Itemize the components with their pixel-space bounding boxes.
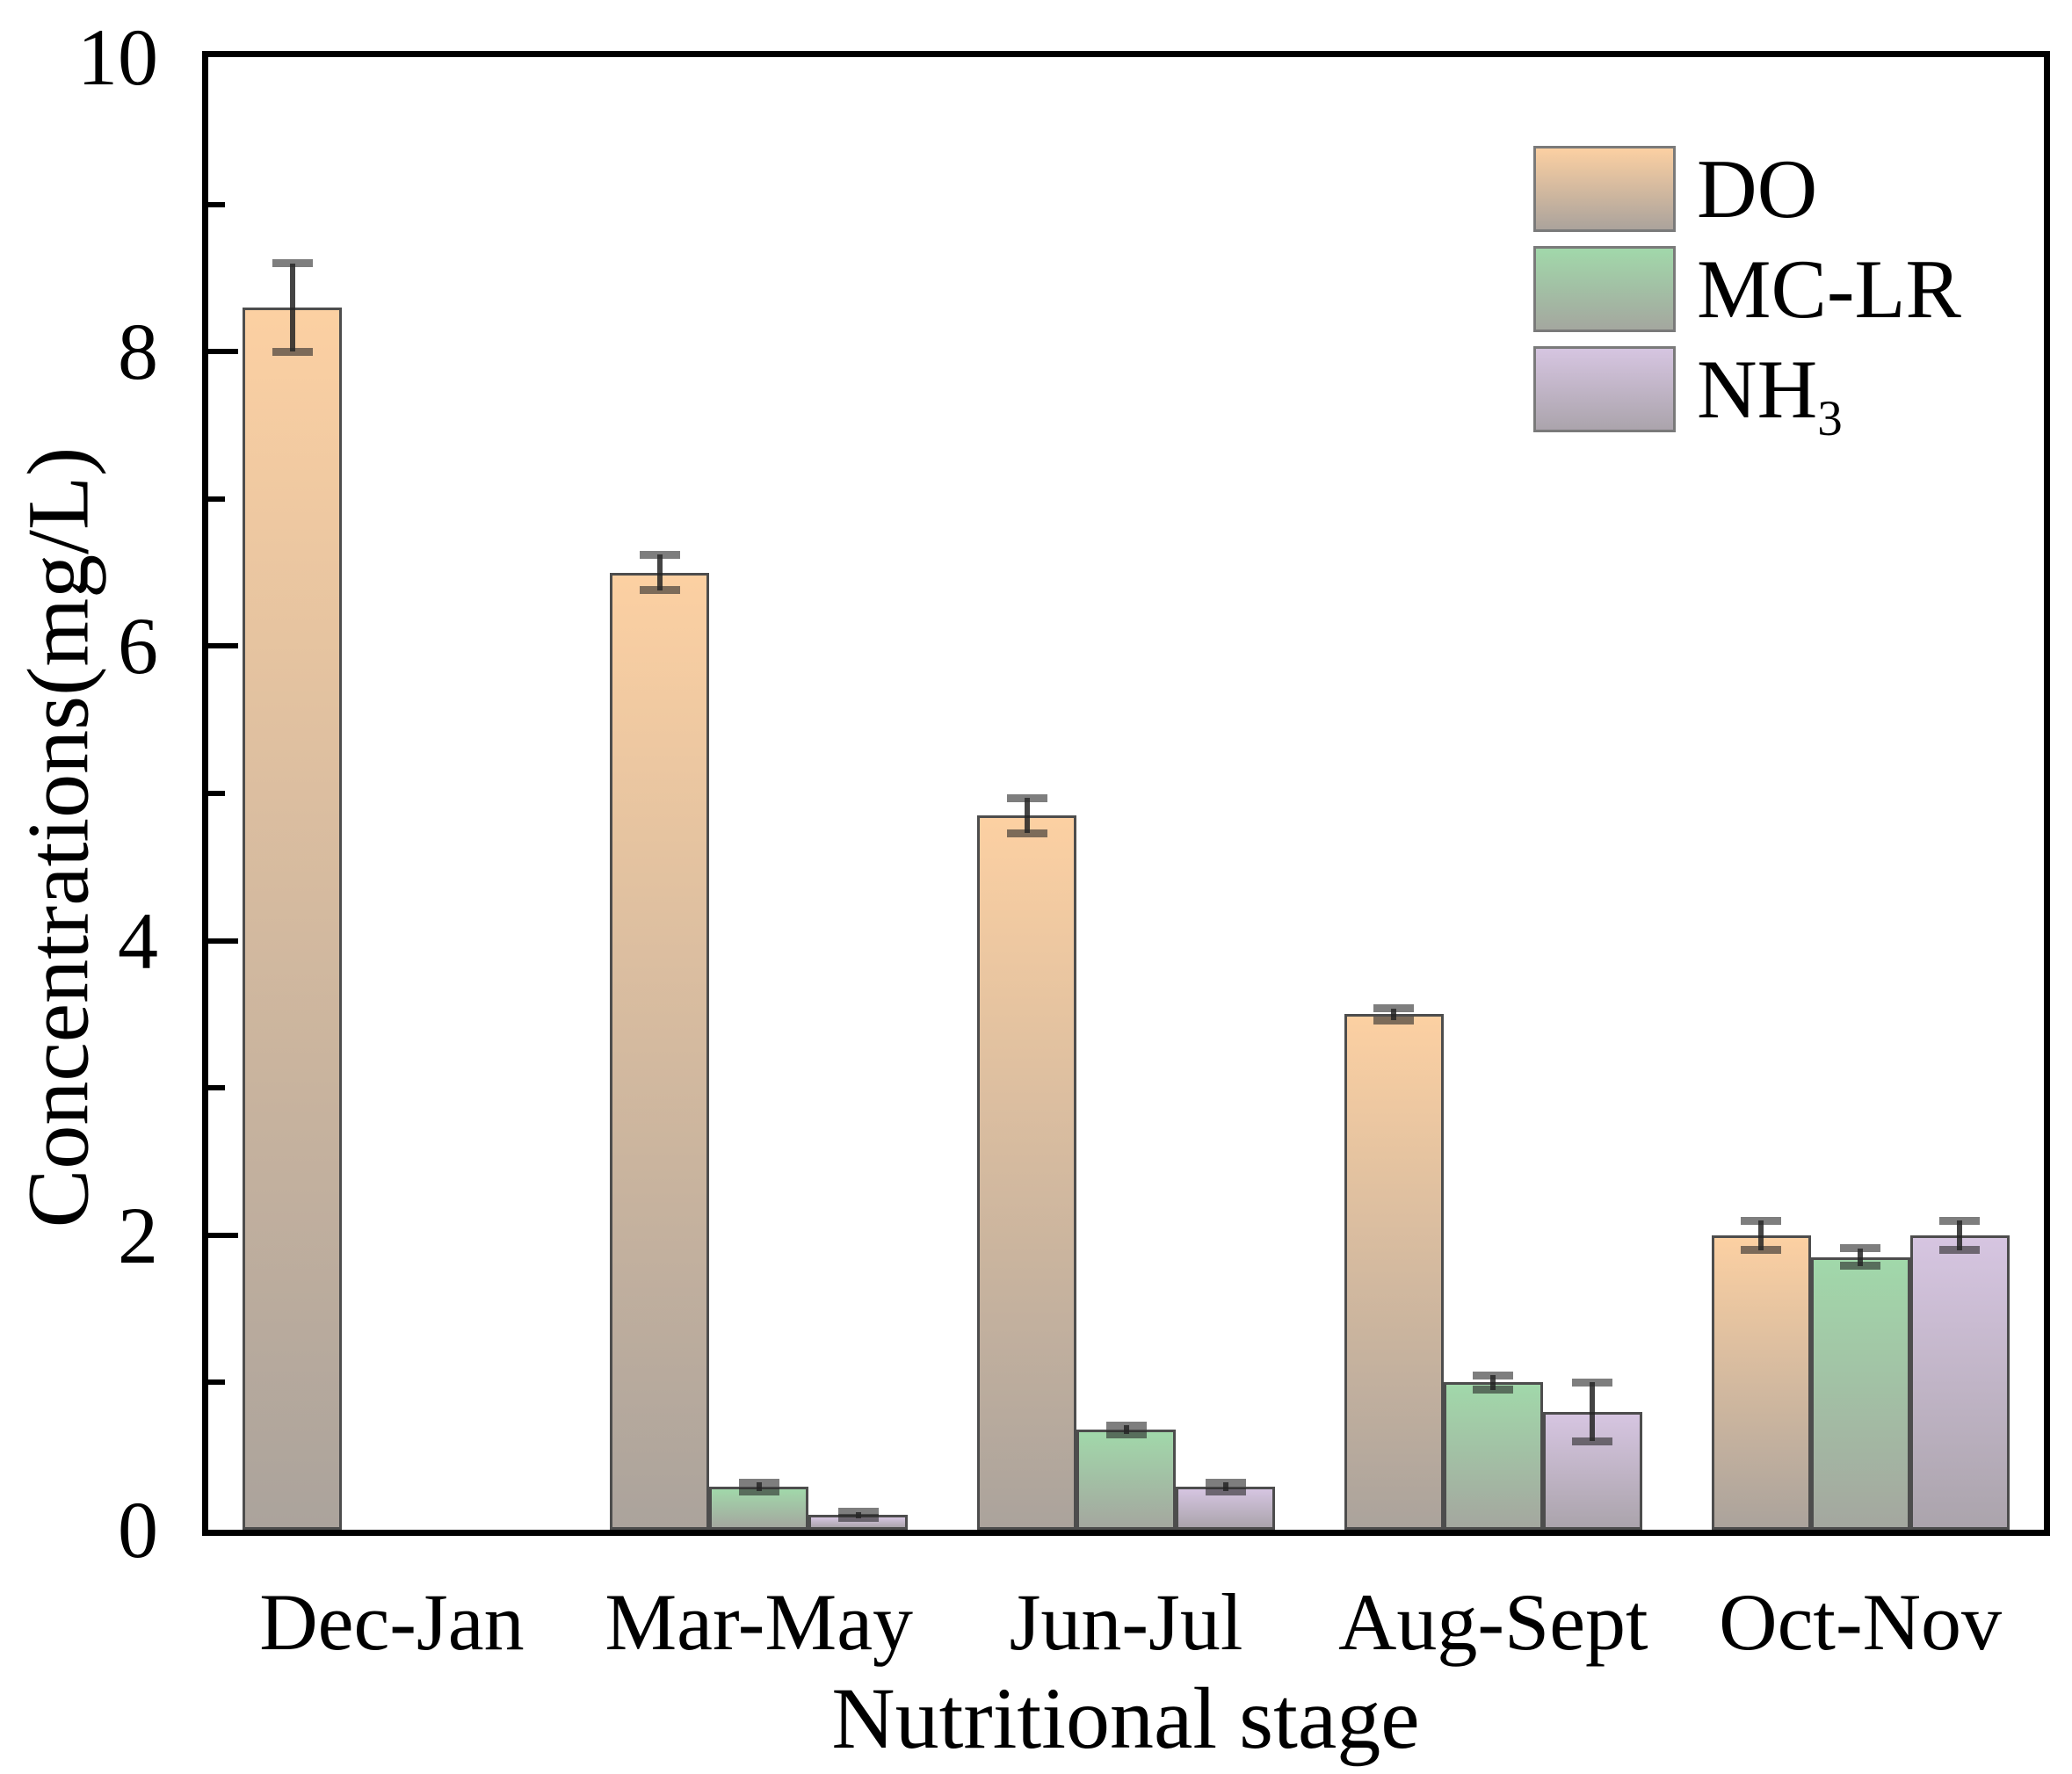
y-tick-label: 10: [77, 12, 158, 102]
error-bar-cap: [1840, 1262, 1881, 1271]
error-bar: [1590, 1382, 1596, 1442]
bar-mc-lr-jun-jul: [1076, 1430, 1176, 1530]
y-minor-tick: [208, 496, 225, 502]
error-bar-cap: [1741, 1246, 1782, 1255]
error-bar: [756, 1482, 762, 1492]
error-bar-cap: [1205, 1487, 1246, 1495]
error-bar-cap: [1939, 1216, 1981, 1225]
error-bar-cap: [639, 550, 680, 559]
legend-label-text: DO: [1697, 142, 1818, 235]
error-bar-cap: [1373, 1004, 1415, 1013]
bar-mc-lr-oct-nov: [1810, 1256, 1910, 1530]
error-bar: [289, 263, 295, 352]
y-tick-label: 6: [118, 601, 158, 691]
legend-label-text: NH: [1697, 343, 1818, 436]
plot-area: DO MC-LR NH3: [202, 51, 2050, 1536]
legend-label: DO: [1697, 145, 1817, 233]
error-bar-cap: [1205, 1478, 1246, 1487]
error-bar-cap: [1741, 1216, 1782, 1225]
error-bar-cap: [1473, 1371, 1514, 1379]
error-bar-cap: [738, 1478, 779, 1487]
error-bar: [1222, 1482, 1228, 1492]
bar-do-oct-nov: [1711, 1235, 1811, 1530]
error-bars-layer: [208, 57, 2044, 1530]
bars-layer: [208, 57, 2044, 1530]
y-minor-tick: [208, 201, 225, 207]
error-bar: [1123, 1425, 1129, 1435]
error-bar-cap: [1105, 1421, 1147, 1430]
legend-label-text: MC-LR: [1697, 243, 1961, 336]
y-tick-label: 0: [118, 1485, 158, 1575]
bar-do-dec-jan: [243, 307, 343, 1530]
y-axis-title: Concentrations(mg/L): [9, 446, 107, 1228]
error-bar-cap: [1006, 793, 1047, 802]
legend-swatch-nh3: [1533, 346, 1676, 432]
y-major-tick: [208, 938, 238, 944]
error-bar: [1490, 1375, 1496, 1390]
error-bar: [1024, 798, 1030, 834]
y-major-tick: [208, 1232, 238, 1238]
error-bar-cap: [1006, 829, 1047, 837]
x-tick-label: Jun-Jul: [1009, 1577, 1243, 1667]
bar-do-mar-may: [610, 572, 710, 1530]
error-bar-cap: [639, 586, 680, 595]
error-bar-cap: [1572, 1378, 1613, 1387]
y-minor-tick: [208, 1379, 225, 1386]
bar-do-jun-jul: [977, 815, 1076, 1530]
error-bar-cap: [1939, 1246, 1981, 1255]
y-tick-label: 8: [118, 307, 158, 397]
error-bar-cap: [1840, 1244, 1881, 1253]
x-tick-label: Aug-Sept: [1337, 1577, 1648, 1667]
error-bar-cap: [1473, 1386, 1514, 1394]
error-bar-cap: [272, 259, 313, 268]
x-tick-label: Oct-Nov: [1719, 1577, 2003, 1667]
error-bar: [1391, 1008, 1397, 1021]
bar-mc-lr-aug-sept: [1443, 1382, 1543, 1530]
error-bar-cap: [1373, 1016, 1415, 1025]
error-bar: [1957, 1220, 1963, 1250]
legend-label-subscript: 3: [1817, 391, 1843, 446]
legend-row: DO: [1533, 145, 1961, 233]
error-bar: [656, 554, 663, 590]
y-tick-label: 4: [118, 895, 158, 986]
legend: DO MC-LR NH3: [1533, 145, 1961, 445]
legend-row: NH3: [1533, 343, 1961, 444]
x-tick-label: Mar-May: [605, 1577, 914, 1667]
legend-swatch-mc-lr: [1533, 246, 1676, 332]
error-bar-cap: [738, 1487, 779, 1495]
y-tick-label: 2: [118, 1190, 158, 1280]
y-ticks-layer: [208, 57, 2044, 1530]
bar-mc-lr-mar-may: [709, 1487, 809, 1530]
x-axis-title: Nutritional stage: [831, 1669, 1420, 1767]
y-major-tick: [208, 643, 238, 649]
y-minor-tick: [208, 1085, 225, 1091]
legend-row: MC-LR: [1533, 245, 1961, 333]
error-bar-cap: [837, 1514, 879, 1523]
x-tick-label: Dec-Jan: [259, 1577, 525, 1667]
legend-label: MC-LR: [1697, 245, 1961, 333]
bar-nh3-oct-nov: [1909, 1235, 2010, 1530]
error-bar: [1758, 1220, 1764, 1250]
y-major-tick: [208, 349, 238, 355]
error-bar-cap: [272, 347, 313, 356]
y-minor-tick: [208, 791, 225, 796]
error-bar-cap: [1572, 1437, 1613, 1445]
bar-do-aug-sept: [1344, 1014, 1444, 1530]
legend-swatch-do: [1533, 146, 1676, 232]
error-bar-cap: [837, 1508, 879, 1517]
error-bar: [1858, 1248, 1864, 1266]
legend-label: NH3: [1697, 343, 1843, 444]
error-bar-cap: [1105, 1430, 1147, 1438]
